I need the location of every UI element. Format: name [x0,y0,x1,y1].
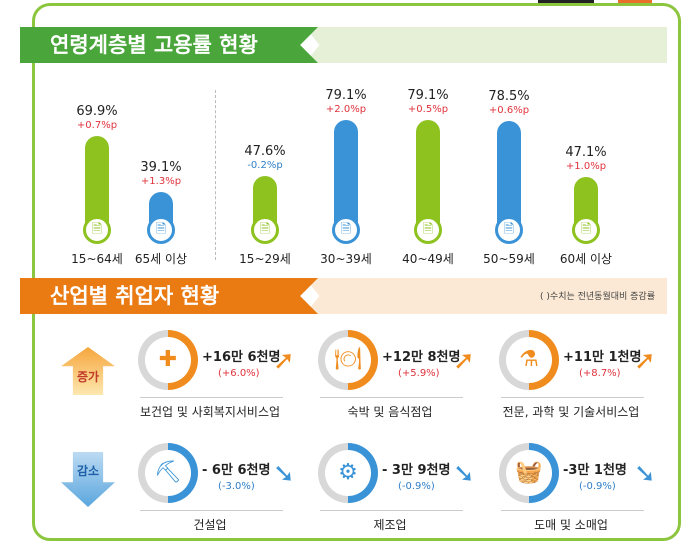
chart-divider [215,90,216,260]
value-label: 79.1% [325,87,367,103]
industry-value: - 6만 6천명 [202,463,271,478]
industry-label: 숙박 및 음식점업 [347,405,433,419]
industry-pct: (+5.9%) [398,368,440,379]
increase-industry-ring: 🍽 [318,330,378,390]
increase-industry-ring: ✚ [138,330,198,390]
trend-down-icon: ➘ [634,459,656,489]
industry-label: 보건업 및 사회복지서비스업 [139,405,281,419]
industry-value: +16만 6천명 [202,350,281,365]
section2-note: ( )수치는 전년동월대비 증감률 [540,292,655,302]
divider [501,510,644,511]
change-label: +2.0%p [325,103,367,115]
industry-value: - 3만 9천명 [382,463,451,478]
bar [85,136,109,230]
industry-label: 도매 및 소매업 [534,518,608,532]
decrease-industry-ring: ⚙ [318,443,378,503]
trend-up-icon: ➚ [273,346,295,376]
basket-icon: 🧺 [506,450,552,496]
section2-banner-strip [305,278,667,314]
industry-label: 제조업 [373,518,407,532]
dining-icon: 🍽 [325,337,371,383]
flask-icon: ⚗ [506,337,552,383]
value-label: 39.1% [140,159,182,175]
section1-banner-strip [305,27,667,63]
bar [334,119,358,230]
industry-pct: (+6.0%) [218,368,260,379]
infographic-frame [32,3,681,541]
divider [140,510,283,511]
category-label: 65세 이상 [134,252,188,266]
bar [416,119,440,230]
change-label: +0.5%p [407,103,449,115]
change-label: +0.6%p [488,104,530,116]
document-search-icon: 🗎 [251,216,279,244]
change-label: +1.0%p [565,161,607,173]
excavator-icon: ⛏ [145,450,191,496]
trend-up-icon: ➚ [634,346,656,376]
category-label: 50~59세 [483,252,535,266]
industry-value: +12만 8천명 [382,350,461,365]
category-label: 15~29세 [239,252,291,266]
industry-value: -3만 1천명 [563,463,627,478]
trend-down-icon: ➘ [453,459,475,489]
value-label: 79.1% [407,87,449,103]
document-search-icon: 🗎 [332,216,360,244]
industry-value: +11만 1천명 [563,350,642,365]
bar [497,120,521,230]
industry-pct: (-0.9%) [579,481,616,492]
value-label: 69.9% [76,104,118,120]
category-label: 30~39세 [320,252,372,266]
industry-pct: (+8.7%) [579,368,621,379]
category-label: 60세 이상 [559,252,613,266]
decrease-industry-ring: ⛏ [138,443,198,503]
top-decoration-dark [538,0,594,4]
industry-label: 건설업 [193,518,227,532]
medical-kit-icon: ✚ [145,337,191,383]
value-label: 78.5% [488,88,530,104]
category-label: 40~49세 [402,252,454,266]
change-label: +0.7%p [76,120,118,132]
section2-title: 산업별 취업자 현황 [20,278,318,314]
trend-up-icon: ➚ [453,346,475,376]
divider [501,397,644,398]
document-search-icon: 🗎 [414,216,442,244]
document-search-icon: 🗎 [147,216,175,244]
gear-icon: ⚙ [325,450,371,496]
decrease-label: 감소 [76,464,100,478]
industry-pct: (-3.0%) [218,481,255,492]
section1-title: 연령계층별 고용률 현황 [20,27,318,63]
document-search-icon: 🗎 [495,216,523,244]
increase-industry-ring: ⚗ [499,330,559,390]
divider [320,397,463,398]
document-search-icon: 🗎 [572,216,600,244]
industry-label: 전문, 과학 및 기술서비스업 [502,405,640,419]
category-label: 15~64세 [71,252,123,266]
change-label: +1.3%p [140,175,182,187]
value-label: 47.1% [565,145,607,161]
value-label: 47.6% [244,144,286,160]
increase-label: 증가 [76,370,100,384]
document-search-icon: 🗎 [83,216,111,244]
change-label: -0.2%p [247,160,283,172]
industry-pct: (-0.9%) [398,481,435,492]
decrease-industry-ring: 🧺 [499,443,559,503]
divider [140,397,283,398]
divider [320,510,463,511]
trend-down-icon: ➘ [273,459,295,489]
top-decoration-orange [618,0,652,4]
